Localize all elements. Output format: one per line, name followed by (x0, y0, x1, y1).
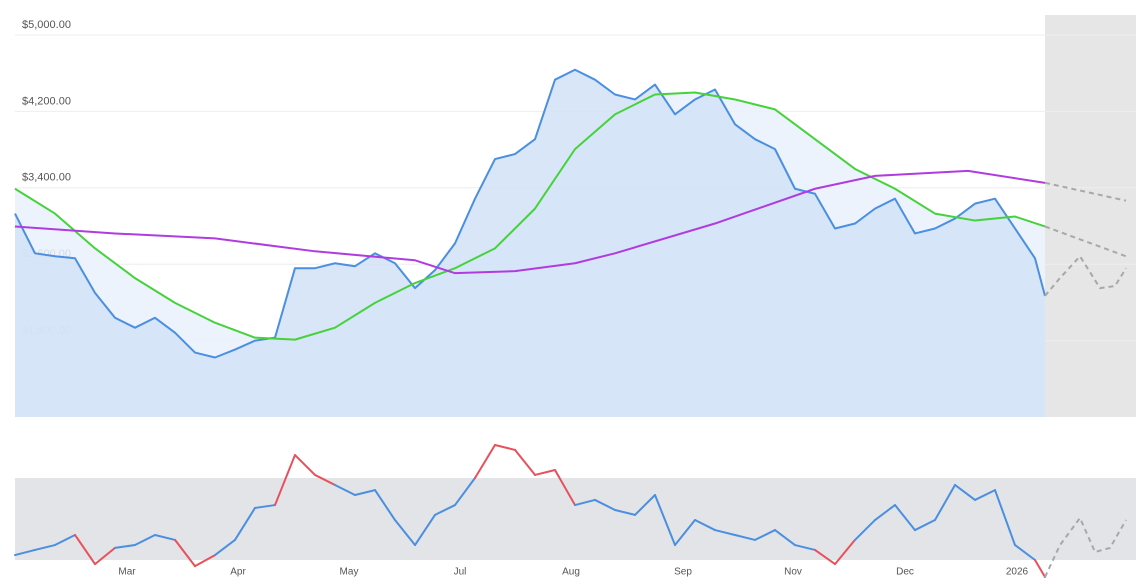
line-segment (874, 504, 896, 522)
line-segment (134, 533, 156, 547)
line-segment (234, 506, 256, 541)
line-segment (54, 533, 76, 547)
y-tick-label: $4,200.00 (22, 95, 71, 107)
x-tick-label: May (340, 567, 359, 578)
line-segment (794, 544, 816, 551)
series-line (14, 169, 1046, 275)
line-segment (914, 519, 936, 532)
forecast-line (1044, 181, 1127, 202)
line-segment (554, 469, 576, 507)
line-segment (294, 454, 316, 476)
x-tick-label: Jul (454, 567, 467, 578)
line-segment (634, 494, 656, 516)
series-line (14, 68, 1046, 359)
line-segment (934, 483, 956, 522)
line-segment (654, 494, 676, 547)
forecast-line (1044, 255, 1127, 297)
line-segment (74, 533, 96, 566)
line-segment (1034, 559, 1046, 579)
line-segment (214, 538, 236, 557)
line-segment (1014, 544, 1036, 561)
line-segment (694, 519, 716, 532)
line-segment (614, 508, 636, 516)
forecast-line (1044, 516, 1127, 578)
line-segment (474, 443, 496, 479)
line-segment (94, 546, 116, 566)
line-segment (174, 538, 196, 568)
line-segment (594, 498, 616, 511)
line-segment (774, 529, 796, 547)
line-segment (374, 489, 396, 522)
line-segment (454, 477, 476, 507)
y-tick-label: $5,000.00 (22, 19, 71, 31)
line-segment (154, 533, 176, 541)
band (15, 478, 1136, 560)
line-segment (574, 498, 596, 507)
line-segment (14, 548, 36, 557)
x-tick-label: Mar (118, 567, 136, 578)
forecast-region (1045, 15, 1136, 417)
line-segment (354, 489, 376, 497)
x-tick-label: Dec (896, 567, 914, 578)
line-segment (734, 533, 756, 541)
line-segment (514, 448, 536, 476)
line-segment (274, 454, 296, 507)
line-segment (334, 483, 356, 497)
area (15, 69, 1045, 418)
line-segment (994, 489, 1016, 547)
line-segment (34, 544, 56, 551)
x-tick-label: Apr (230, 567, 246, 578)
line-segment (114, 544, 136, 549)
x-tick-label: Nov (784, 567, 802, 578)
line-segment (854, 519, 876, 541)
y-tick-label: $3,400.00 (22, 172, 71, 184)
line-segment (314, 473, 336, 486)
line-segment (414, 513, 436, 547)
line-segment (194, 554, 216, 568)
line-segment (894, 504, 916, 532)
x-tick-label: Aug (562, 567, 580, 578)
x-tick-label: 2026 (1006, 567, 1029, 578)
line-segment (434, 504, 456, 516)
series-line (14, 91, 1046, 341)
line-segment (974, 489, 996, 501)
line-segment (534, 469, 556, 476)
line-segment (754, 529, 776, 541)
line-segment (254, 504, 276, 509)
line-segment (394, 519, 416, 547)
line-segment (814, 548, 836, 566)
line-segment (494, 443, 516, 451)
x-tick-label: Sep (674, 567, 692, 578)
line-segment (834, 538, 856, 566)
line-segment (674, 519, 696, 547)
line-segment (954, 483, 976, 501)
line-segment (714, 529, 736, 536)
